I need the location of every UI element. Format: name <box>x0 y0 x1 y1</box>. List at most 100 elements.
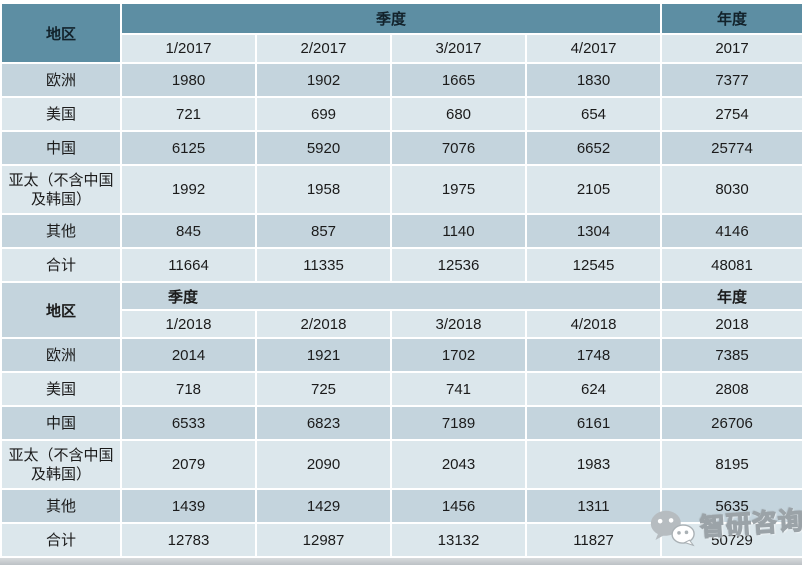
value-cell: 6125 <box>120 130 257 166</box>
value-cell: 12783 <box>120 522 257 558</box>
value-cell: 2090 <box>255 439 392 490</box>
value-cell: 12987 <box>255 522 392 558</box>
value-cell: 11827 <box>524 522 663 558</box>
value-cell: 12536 <box>390 247 527 283</box>
quarter-header-cell: 季度 <box>119 281 663 311</box>
year-header-cell: 年度 <box>660 2 802 35</box>
period-header-row-2018: 1/2018 2/2018 3/2018 4/2018 2018 <box>1 309 802 339</box>
value-cell: 48081 <box>660 247 802 283</box>
value-cell: 721 <box>120 96 257 132</box>
value-cell: 7076 <box>390 130 527 166</box>
header-row-2018: 地区 季度 年度 <box>0 281 802 339</box>
value-cell: 7189 <box>390 405 527 441</box>
value-cell: 857 <box>255 213 392 249</box>
value-cell: 624 <box>524 371 663 407</box>
value-cell: 12545 <box>524 247 663 283</box>
value-cell: 725 <box>255 371 392 407</box>
period-header-row-2017: 1/2017 2/2017 3/2017 4/2017 2017 <box>1 33 802 64</box>
header-row-2017: 地区 季度 年度 <box>0 2 802 64</box>
region-cell: 合计 <box>0 247 122 283</box>
value-cell: 1702 <box>390 337 527 373</box>
value-cell: 1975 <box>390 164 527 215</box>
value-cell: 5920 <box>255 130 392 166</box>
region-cell: 其他 <box>0 213 122 249</box>
value-cell: 1304 <box>524 213 663 249</box>
value-cell: 1830 <box>524 62 663 98</box>
period-header-cell: 2017 <box>660 33 802 64</box>
region-cell: 中国 <box>0 405 122 441</box>
value-cell: 11664 <box>120 247 257 283</box>
period-header-cell: 2/2018 <box>255 309 392 339</box>
region-cell: 欧洲 <box>0 62 122 98</box>
value-cell: 6533 <box>120 405 257 441</box>
period-header-cell: 2/2017 <box>255 33 392 64</box>
value-cell: 680 <box>390 96 527 132</box>
value-cell: 1902 <box>255 62 392 98</box>
period-header-cell: 4/2017 <box>524 33 663 64</box>
value-cell: 4146 <box>660 213 802 249</box>
value-cell: 11335 <box>255 247 392 283</box>
value-cell: 2043 <box>390 439 527 490</box>
value-cell: 50729 <box>660 522 802 558</box>
value-cell: 7385 <box>660 337 802 373</box>
bottom-shadow-band <box>0 558 802 565</box>
value-cell: 2105 <box>524 164 663 215</box>
value-cell: 7377 <box>660 62 802 98</box>
table-row: 其他 845 857 1140 1304 4146 <box>0 213 802 249</box>
value-cell: 2754 <box>660 96 802 132</box>
year-header-cell: 年度 <box>660 281 802 311</box>
value-cell: 2014 <box>120 337 257 373</box>
total-row: 合计 12783 12987 13132 11827 50729 <box>0 522 802 558</box>
value-cell: 25774 <box>660 130 802 166</box>
table-row: 美国 721 699 680 654 2754 <box>0 96 802 132</box>
table-row: 亚太（不含中国及韩国） 2079 2090 2043 1983 8195 <box>0 439 802 490</box>
region-header-cell: 地区 <box>0 281 122 339</box>
total-row: 合计 11664 11335 12536 12545 48081 <box>0 247 802 283</box>
period-header-cell: 2018 <box>660 309 802 339</box>
value-cell: 1992 <box>120 164 257 215</box>
value-cell: 5635 <box>660 488 802 524</box>
value-cell: 1665 <box>390 62 527 98</box>
region-cell: 亚太（不含中国及韩国） <box>0 164 122 215</box>
table-row: 欧洲 1980 1902 1665 1830 7377 <box>0 62 802 98</box>
region-header-cell: 地区 <box>0 2 122 64</box>
period-header-cell: 4/2018 <box>524 309 663 339</box>
table-row: 美国 718 725 741 624 2808 <box>0 371 802 407</box>
value-cell: 1439 <box>120 488 257 524</box>
table-row: 欧洲 2014 1921 1702 1748 7385 <box>0 337 802 373</box>
period-header-cell: 1/2018 <box>120 309 257 339</box>
value-cell: 8030 <box>660 164 802 215</box>
value-cell: 699 <box>255 96 392 132</box>
region-cell: 欧洲 <box>0 337 122 373</box>
value-cell: 1983 <box>524 439 663 490</box>
period-header-cell: 3/2017 <box>390 33 527 64</box>
region-cell: 亚太（不含中国及韩国） <box>0 439 122 490</box>
table-row: 亚太（不含中国及韩国） 1992 1958 1975 2105 8030 <box>0 164 802 215</box>
value-cell: 6161 <box>524 405 663 441</box>
table-row: 中国 6125 5920 7076 6652 25774 <box>0 130 802 166</box>
value-cell: 1980 <box>120 62 257 98</box>
value-cell: 6652 <box>524 130 663 166</box>
region-cell: 美国 <box>0 96 122 132</box>
value-cell: 1429 <box>255 488 392 524</box>
value-cell: 8195 <box>660 439 802 490</box>
table-row: 其他 1439 1429 1456 1311 5635 <box>0 488 802 524</box>
value-cell: 741 <box>390 371 527 407</box>
region-cell: 其他 <box>0 488 122 524</box>
region-cell: 中国 <box>0 130 122 166</box>
value-cell: 718 <box>120 371 257 407</box>
value-cell: 1958 <box>255 164 392 215</box>
value-cell: 1921 <box>255 337 392 373</box>
value-cell: 654 <box>524 96 663 132</box>
value-cell: 26706 <box>660 405 802 441</box>
value-cell: 13132 <box>390 522 527 558</box>
value-cell: 1748 <box>524 337 663 373</box>
value-cell: 6823 <box>255 405 392 441</box>
value-cell: 2079 <box>120 439 257 490</box>
value-cell: 1311 <box>524 488 663 524</box>
table-row: 中国 6533 6823 7189 6161 26706 <box>0 405 802 441</box>
value-cell: 1140 <box>390 213 527 249</box>
quarter-header-cell: 季度 <box>119 2 663 35</box>
